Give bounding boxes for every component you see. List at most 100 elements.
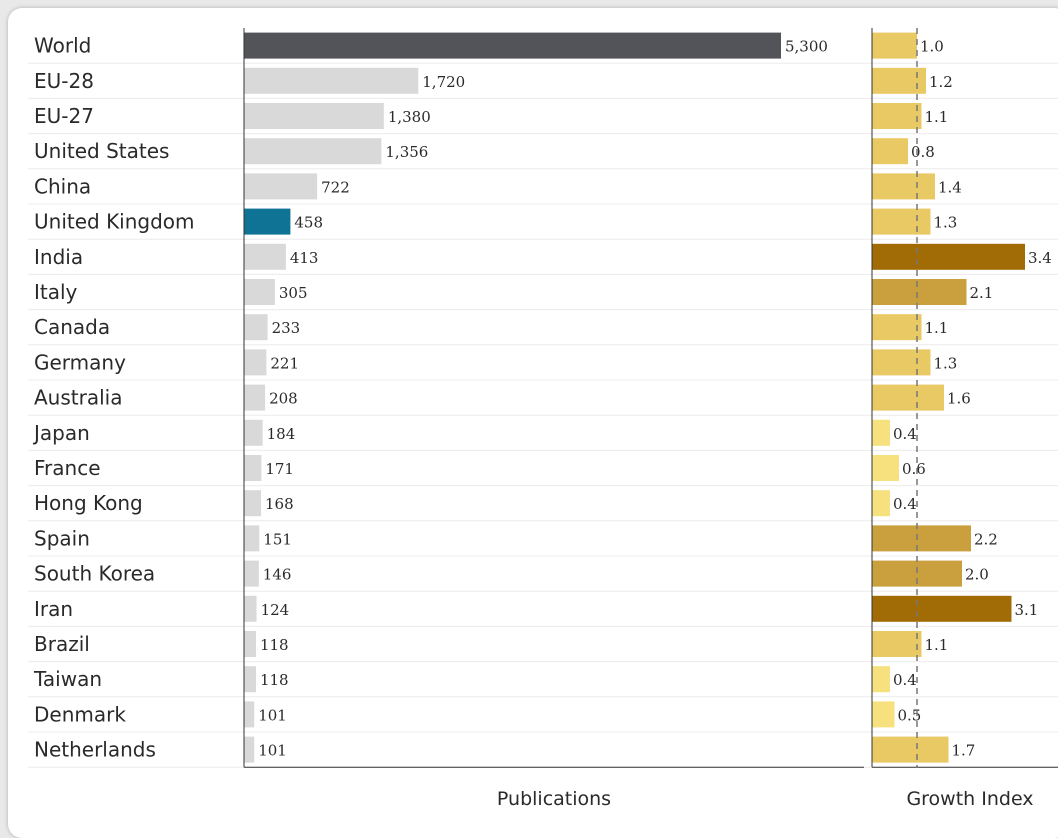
growth-index-bar (872, 243, 1025, 270)
growth-index-bar (872, 384, 944, 411)
growth-index-value-label: 1.1 (925, 319, 949, 337)
growth-index-bar (872, 67, 926, 94)
category-label: United States (34, 139, 169, 163)
growth-index-bar (872, 631, 922, 657)
growth-index-value-label: 1.1 (925, 108, 949, 126)
publications-bar (244, 103, 384, 129)
category-label: India (34, 245, 83, 269)
publications-value-label: 413 (290, 249, 319, 267)
publications-bar (244, 243, 286, 270)
category-label: Japan (32, 421, 90, 445)
publications-value-label: 221 (270, 354, 299, 372)
category-label: EU-27 (34, 104, 94, 128)
category-label: Hong Kong (34, 491, 143, 515)
growth-index-value-label: 1.0 (920, 38, 944, 56)
growth-index-bar (872, 32, 917, 59)
publications-value-label: 184 (267, 425, 296, 443)
category-label: EU-28 (34, 69, 94, 93)
category-label: Netherlands (34, 738, 156, 762)
category-label: Australia (34, 386, 122, 410)
growth-index-bar (872, 349, 931, 376)
publications-value-label: 5,300 (785, 38, 828, 56)
growth-index-value-label: 1.1 (925, 636, 949, 654)
row-separators (28, 62, 1058, 768)
publications-value-label: 151 (263, 530, 292, 548)
publications-value-label: 101 (258, 742, 287, 760)
publications-bar (244, 314, 268, 341)
chart-card: World EU-28 EU-27 United States China United … (8, 8, 1058, 838)
category-label: World (34, 34, 91, 58)
growth-index-value-label: 1.3 (934, 354, 958, 372)
publications-bar (244, 384, 266, 411)
category-label: France (34, 456, 101, 480)
growth-index-value-label: 1.6 (947, 390, 971, 408)
growth-index-value-label: 2.2 (974, 530, 998, 548)
growth-index-bar (872, 525, 971, 552)
category-label: Iran (34, 597, 73, 621)
growth-index-value-label: 1.2 (929, 73, 953, 91)
growth-index-value-label: 3.4 (1028, 249, 1052, 267)
publications-bar (244, 349, 267, 376)
category-label: Spain (34, 526, 90, 550)
publications-bar (244, 666, 256, 693)
publications-bar (244, 279, 275, 305)
growth-index-value-label: 2.1 (970, 284, 994, 302)
publications-value-label: 233 (272, 319, 301, 337)
publications-bar (244, 138, 382, 165)
publications-value-label: 1,356 (385, 143, 428, 161)
publications-bar (244, 525, 260, 552)
growth-index-value-label: 0.4 (893, 671, 917, 689)
category-label: China (34, 174, 91, 198)
publications-value-label: 101 (258, 706, 287, 724)
growth-index-bar (872, 666, 890, 693)
growth-index-bar (872, 173, 935, 200)
publications-value-label: 1,720 (422, 73, 465, 91)
publications-value-label: 118 (260, 671, 289, 689)
publications-axis-title: Publications (497, 788, 611, 810)
growth-index-bar (872, 103, 922, 129)
growth-index-value-label: 0.6 (902, 460, 926, 478)
category-label: Italy (34, 280, 78, 304)
publications-bar (244, 67, 419, 94)
growth-index-bar (872, 736, 949, 763)
category-label: Taiwan (33, 667, 102, 691)
growth-index-bar (872, 419, 890, 446)
publications-value-label: 208 (269, 390, 298, 408)
publications-bar (244, 208, 291, 235)
category-label: Brazil (34, 632, 90, 656)
publications-value-label: 458 (294, 214, 323, 232)
publications-value-label: 118 (260, 636, 289, 654)
publications-bar (244, 32, 781, 59)
publications-value-label: 722 (321, 178, 350, 196)
category-label: Germany (34, 350, 126, 374)
publications-bar (244, 490, 262, 517)
category-label: South Korea (34, 562, 155, 586)
category-label: Canada (34, 315, 110, 339)
growth-index-value-label: 1.7 (952, 742, 976, 760)
growth-index-bar (872, 455, 899, 481)
growth-index-bar (872, 490, 890, 517)
publications-value-label: 305 (279, 284, 308, 302)
publications-value-label: 168 (265, 495, 294, 513)
growth-index-axis-title: Growth Index (906, 788, 1033, 810)
publications-bar (244, 701, 255, 728)
publications-bar (244, 736, 255, 763)
publications-bar (244, 455, 262, 481)
growth-index-value-label: 2.0 (965, 566, 989, 584)
publications-bar (244, 173, 318, 200)
growth-index-value-label: 1.3 (934, 214, 958, 232)
growth-index-bar (872, 279, 967, 305)
growth-index-value-label: 0.5 (898, 706, 922, 724)
publications-value-label: 1,380 (388, 108, 431, 126)
category-labels: World EU-28 EU-27 United States China United … (32, 34, 195, 762)
publications-bar (244, 595, 257, 622)
growth-index-bar (872, 138, 908, 165)
growth-index-bar (872, 595, 1012, 622)
publications-panel: 5,300 1,720 1,380 1,356 722 458 413 305 233 221 20… (243, 28, 864, 768)
publications-value-label: 146 (263, 566, 292, 584)
publications-bar (244, 419, 263, 446)
growth-index-panel: 1.0 1.2 1.1 0.81.4 1.3 3.4 2.1 1.1 1.3 1.6 0.4 0.6 0… (871, 28, 1058, 768)
growth-index-value-label: 1.4 (938, 178, 962, 196)
category-label: Denmark (34, 702, 126, 726)
growth-index-value-label: 3.1 (1015, 601, 1039, 619)
